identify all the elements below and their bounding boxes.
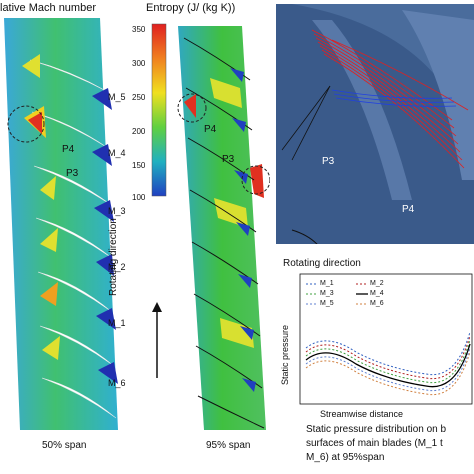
entropy-blue-wakes (230, 68, 256, 392)
curve-m6 (305, 351, 471, 396)
entropy-colorbar (151, 23, 167, 197)
caption-line-3: M_6) at 95%span (306, 452, 385, 463)
caption-line-2: surfaces of main blades (M_1 t (306, 438, 443, 449)
mach-hotspots (22, 54, 60, 360)
mach-label-m6: M_6 (108, 378, 126, 388)
blade-surface-2 (402, 10, 474, 180)
span-50-label: 50% span (42, 440, 87, 451)
mach-title: lative Mach number (0, 2, 96, 14)
entropy-red-zones (184, 94, 264, 198)
curve-m1 (305, 331, 471, 376)
rotating-direction-arrow (152, 302, 162, 378)
entropy-blades (183, 37, 265, 429)
right-passage-p4: P4 (402, 204, 415, 215)
streamline-3d-view (272, 0, 474, 244)
legend-m4: M_4 (370, 290, 384, 297)
blue-streamlines (331, 89, 457, 107)
curve-m3 (305, 339, 471, 384)
static-pressure-ylabel: Static pressure (280, 324, 290, 385)
colorbar-tick: 150 (132, 161, 146, 170)
mach-blade (41, 377, 117, 419)
rotating-direction-label: Rotating direction (108, 218, 119, 296)
caption-line-1: Static pressure distribution on b (306, 424, 447, 435)
colorbar-tick: 200 (132, 127, 146, 136)
mach-label-m3: M_3 (108, 206, 126, 216)
blade-surface-1 (312, 20, 412, 200)
left-passage-p3: P3 (66, 168, 79, 179)
legend-m6: M_6 (370, 300, 384, 307)
entropy-highlight-circle-1 (177, 93, 207, 123)
mach-highlight-circle (7, 105, 45, 143)
entropy-title: Entropy (J/ (kg K)) (146, 2, 236, 14)
mid-passage-p4: P4 (204, 124, 217, 135)
legend-m2: M_2 (370, 280, 384, 287)
mach-label-m5: M_5 (108, 92, 126, 102)
entropy-contour-panel (177, 26, 270, 430)
legend-m1: M_1 (320, 280, 334, 287)
chart-frame (299, 273, 473, 405)
rotating-direction-3d-label: Rotating direction (283, 258, 361, 269)
curve-m5 (305, 347, 471, 392)
span-95-label: 95% span (206, 440, 251, 451)
colorbar-tick: 250 (132, 93, 146, 102)
colorbar-tick: 350 (132, 25, 146, 34)
legend-m3: M_3 (320, 290, 334, 297)
left-passage-p4: P4 (62, 144, 75, 155)
right-passage-p3: P3 (322, 156, 335, 167)
colorbar-tick: 100 (132, 193, 146, 202)
mid-passage-p3: P3 (222, 154, 235, 165)
legend-m5: M_5 (320, 300, 334, 307)
static-pressure-chart (299, 273, 473, 405)
chart-curves (305, 331, 471, 396)
curve-m2 (305, 335, 471, 380)
entropy-highlight-circle-2 (241, 165, 270, 195)
mach-label-m1: M_1 (108, 318, 126, 328)
mach-label-m2: M_2 (108, 262, 126, 272)
static-pressure-xlabel: Streamwise distance (320, 409, 404, 419)
mach-contour-panel (4, 18, 118, 430)
mach-label-m4: M_4 (108, 148, 126, 158)
mach-flow-domain (4, 18, 118, 430)
mach-wakes (92, 88, 118, 384)
curve-m4 (305, 343, 471, 388)
chart-legend (306, 283, 368, 305)
colorbar-tick: 300 (132, 59, 146, 68)
